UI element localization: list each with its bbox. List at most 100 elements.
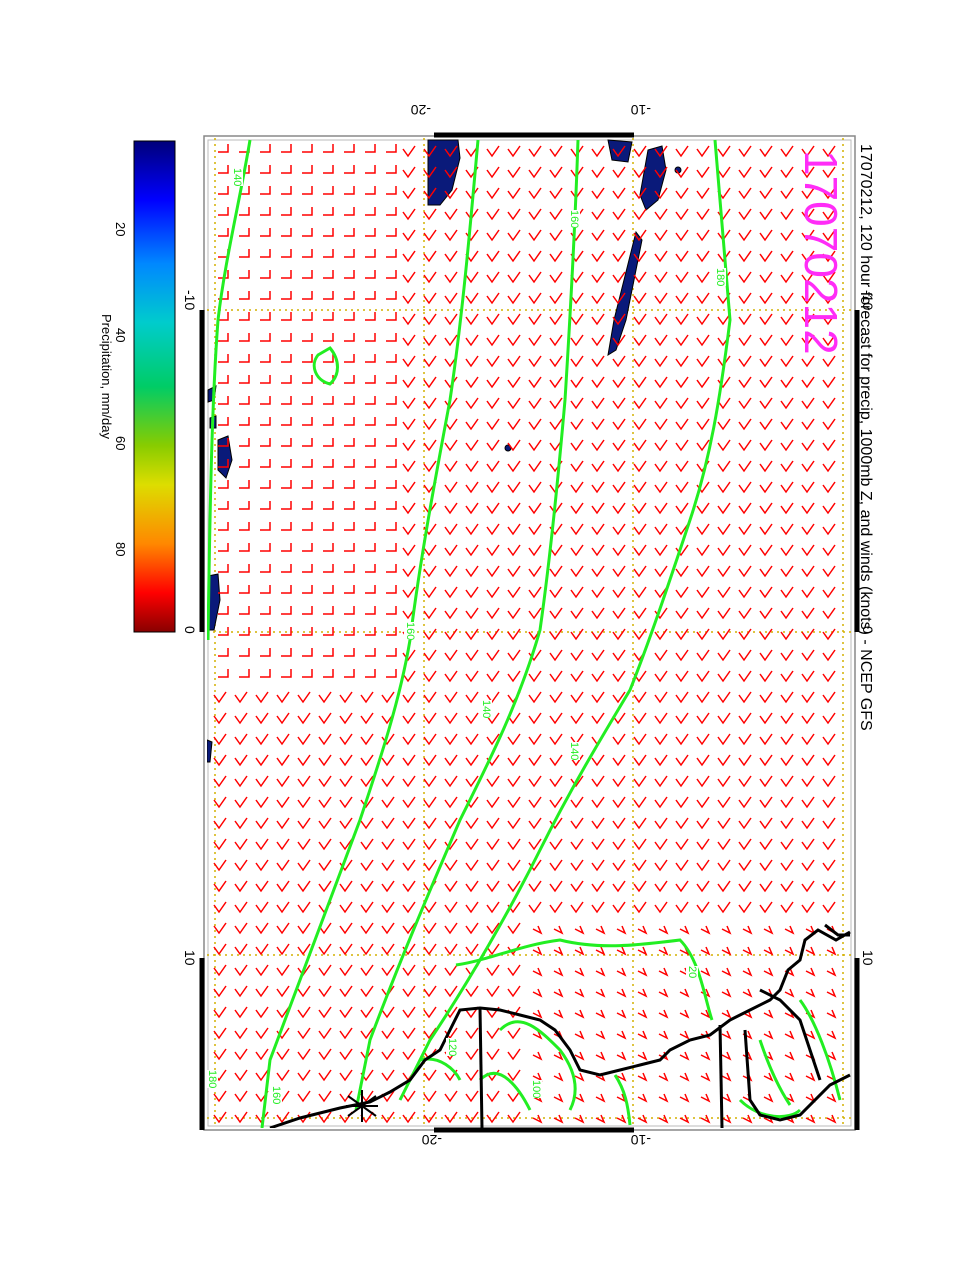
wind-barb bbox=[507, 985, 521, 998]
wind-barb bbox=[549, 187, 563, 200]
wind-barb bbox=[444, 271, 458, 284]
wind-barb bbox=[717, 691, 731, 704]
wind-barb bbox=[721, 967, 732, 977]
wind-barb bbox=[616, 988, 627, 998]
wind-barb bbox=[549, 649, 563, 662]
wind-barb bbox=[822, 544, 836, 557]
wind-barb bbox=[276, 1048, 290, 1061]
wind-barb bbox=[822, 796, 836, 809]
wind-barb bbox=[444, 439, 458, 452]
wind-barb bbox=[549, 376, 563, 389]
wind-barb bbox=[675, 208, 689, 221]
wind-barb bbox=[574, 1030, 585, 1040]
wind-barb bbox=[302, 396, 313, 405]
wind-barb bbox=[365, 501, 376, 510]
wind-barb bbox=[616, 1072, 627, 1082]
wind-barb bbox=[281, 459, 292, 468]
wind-barb bbox=[276, 775, 290, 788]
wind-barb bbox=[826, 1114, 837, 1124]
contour-label: 20 bbox=[686, 966, 698, 979]
wind-barb bbox=[213, 880, 227, 893]
wind-barb bbox=[658, 1114, 669, 1124]
wind-barb bbox=[423, 859, 437, 872]
wind-barb bbox=[717, 460, 731, 473]
wind-barb bbox=[323, 186, 334, 195]
wind-barb bbox=[675, 229, 689, 242]
wind-barb bbox=[549, 418, 563, 431]
wind-barb bbox=[570, 607, 584, 620]
wind-barb bbox=[386, 144, 397, 153]
wind-barb bbox=[234, 922, 248, 935]
wind-barb bbox=[696, 586, 710, 599]
wind-barb bbox=[260, 144, 271, 153]
wind-barb bbox=[360, 733, 374, 746]
wind-barb bbox=[381, 1069, 395, 1082]
wind-barb bbox=[465, 397, 479, 410]
wind-barb bbox=[801, 229, 815, 242]
wind-barb bbox=[386, 501, 397, 510]
wind-barb bbox=[591, 775, 605, 788]
wind-barb bbox=[822, 355, 836, 368]
wind-barb bbox=[633, 544, 647, 557]
wind-barb bbox=[654, 838, 668, 851]
wind-barb bbox=[738, 796, 752, 809]
wind-barb bbox=[365, 312, 376, 321]
contour-label: 160 bbox=[404, 622, 416, 641]
wind-barb bbox=[553, 1093, 564, 1103]
wind-barb bbox=[386, 333, 397, 342]
wind-barb bbox=[444, 187, 458, 200]
wind-barb bbox=[612, 754, 626, 767]
wind-barb bbox=[423, 796, 437, 809]
wind-barb bbox=[323, 648, 334, 657]
wind-barb bbox=[213, 1111, 227, 1124]
wind-barb bbox=[507, 250, 521, 263]
wind-barb bbox=[738, 691, 752, 704]
wind-barb bbox=[822, 502, 836, 515]
wind-barb bbox=[528, 208, 542, 221]
wind-barb bbox=[637, 967, 648, 977]
wind-barb bbox=[759, 229, 773, 242]
wind-barb bbox=[784, 1072, 795, 1082]
wind-barb bbox=[696, 796, 710, 809]
wind-barb bbox=[717, 376, 731, 389]
wind-barb bbox=[360, 691, 374, 704]
wind-barb bbox=[234, 691, 248, 704]
wind-barb bbox=[365, 438, 376, 447]
wind-barb bbox=[444, 712, 458, 725]
wind-barb bbox=[700, 1051, 711, 1061]
wind-barb bbox=[570, 859, 584, 872]
wind-barb bbox=[486, 523, 500, 536]
wind-barb bbox=[423, 649, 437, 662]
wind-barb bbox=[591, 817, 605, 830]
wind-barb bbox=[402, 880, 416, 893]
wind-barb bbox=[507, 943, 521, 956]
wind-barb bbox=[658, 925, 669, 935]
wind-barb bbox=[339, 775, 353, 788]
wind-barb bbox=[633, 313, 647, 326]
wind-barb bbox=[507, 1027, 521, 1040]
wind-barb bbox=[822, 859, 836, 872]
wind-barb bbox=[344, 396, 355, 405]
wind-barb bbox=[323, 270, 334, 279]
wind-barb bbox=[339, 922, 353, 935]
wind-barb bbox=[738, 544, 752, 557]
wind-barb bbox=[717, 397, 731, 410]
wind-barb bbox=[633, 397, 647, 410]
wind-barb bbox=[574, 988, 585, 998]
wind-barb bbox=[444, 670, 458, 683]
wind-barb bbox=[696, 775, 710, 788]
wind-barb bbox=[339, 1048, 353, 1061]
wind-barb bbox=[444, 880, 458, 893]
wind-barb bbox=[549, 292, 563, 305]
wind-barb bbox=[423, 838, 437, 851]
wind-barb bbox=[260, 627, 271, 636]
wind-barb bbox=[260, 480, 271, 489]
wind-barb bbox=[260, 522, 271, 531]
wind-barb bbox=[444, 250, 458, 263]
coastline bbox=[269, 923, 851, 1128]
wind-barb bbox=[234, 880, 248, 893]
wind-barb bbox=[386, 669, 397, 678]
wind-barb bbox=[742, 1009, 753, 1019]
wind-barb bbox=[780, 817, 794, 830]
wind-barb bbox=[759, 796, 773, 809]
